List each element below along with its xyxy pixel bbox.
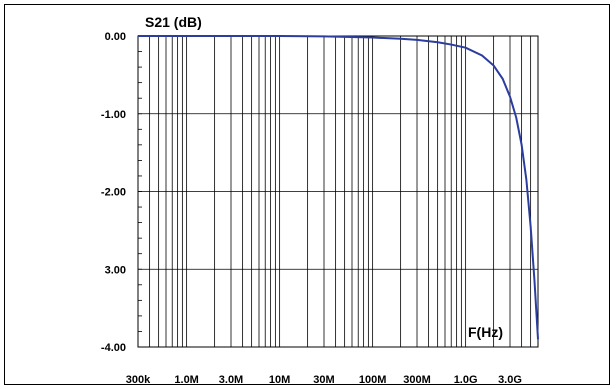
- x-axis-label: F(Hz): [468, 324, 503, 340]
- y-tick-label: 0.00: [105, 31, 126, 43]
- x-tick-label: 100M: [359, 374, 387, 386]
- x-tick-label: 30M: [313, 374, 334, 386]
- y-tick-label: -2.00: [101, 187, 126, 199]
- y-tick-label: -4.00: [101, 342, 126, 354]
- y-tick-label: -1.00: [101, 109, 126, 121]
- x-tick-label: 300M: [403, 374, 431, 386]
- series-line: [138, 35, 539, 340]
- y-tick-label: 3.00: [105, 264, 126, 276]
- chart-frame: [4, 4, 610, 385]
- x-tick-label: 10M: [269, 374, 290, 386]
- x-tick-label: 300k: [126, 374, 151, 386]
- x-tick-label: 1.0G: [454, 374, 478, 386]
- x-tick-label: 1.0M: [174, 374, 198, 386]
- x-tick-label: 3.0M: [219, 374, 243, 386]
- series-group: [138, 35, 539, 340]
- x-tick-label: 3.0G: [498, 374, 522, 386]
- grid-lines: [138, 35, 538, 348]
- y-axis-label: S21 (dB): [145, 14, 202, 30]
- x-tick-labels: 300k 1.0M 3.0M 10M 30M 100M 300M 1.0G 3.0G: [126, 374, 522, 386]
- y-tick-labels: 0.00 -1.00 -2.00 3.00 -4.00: [101, 31, 126, 354]
